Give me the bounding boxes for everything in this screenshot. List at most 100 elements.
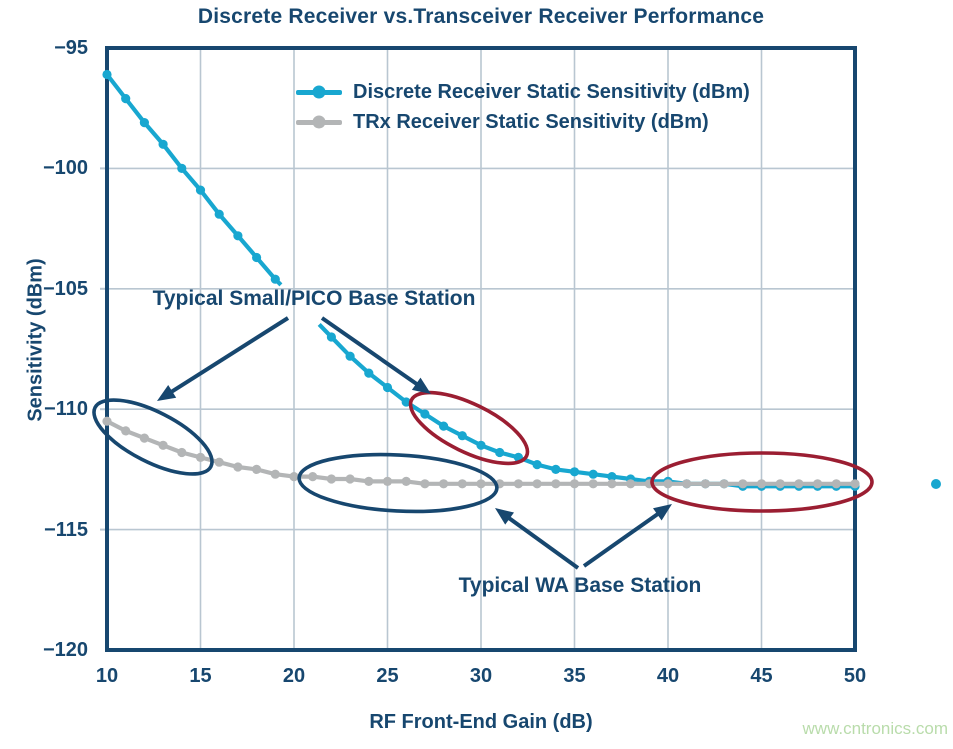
- y-tick-label: −95: [54, 37, 88, 59]
- x-tick-label: 15: [189, 665, 212, 687]
- series-marker-1: [607, 479, 617, 489]
- x-tick-label: 45: [750, 665, 773, 687]
- legend-label-trx: TRx Receiver Static Sensitivity (dBm): [353, 111, 709, 133]
- series-marker-0: [457, 431, 467, 441]
- series-marker-0: [345, 351, 355, 361]
- series-marker-1: [775, 479, 785, 489]
- series-marker-1: [794, 479, 804, 489]
- plot-border: [105, 46, 857, 652]
- annotation-arrow-line-3: [582, 511, 661, 568]
- discrete-series-marker-icon: [296, 85, 342, 99]
- series-marker-1: [214, 457, 224, 467]
- x-tick-label: 20: [282, 665, 306, 687]
- annotation-arrow-line-2: [505, 515, 580, 570]
- series-marker-0: [270, 274, 280, 284]
- annotation-arrowhead-icon-1: [411, 377, 431, 394]
- callout-ellipse-2: [297, 452, 499, 514]
- annotation-arrow-line-0: [168, 316, 290, 395]
- series-line-0: [317, 322, 855, 489]
- series-marker-1: [439, 479, 449, 489]
- x-axis-label: RF Front-End Gain (dB): [369, 711, 593, 733]
- series-marker-1: [195, 452, 206, 462]
- series-marker-0: [401, 397, 411, 407]
- series-marker-0: [607, 472, 617, 482]
- series-marker-0: [158, 139, 168, 149]
- callout-ellipse-1: [408, 390, 530, 466]
- annotation-small-pico-base-station: Typical Small/PICO Base Station: [152, 287, 476, 310]
- x-tick-label: 50: [843, 665, 867, 687]
- series-marker-1: [364, 476, 374, 486]
- legend-label-discrete: Discrete Receiver Static Sensitivity (dB…: [353, 81, 750, 103]
- watermark: www.cntronics.com: [802, 719, 948, 738]
- series-marker-1: [158, 440, 168, 450]
- trx-series-marker-icon: [296, 115, 342, 129]
- series-marker-0: [102, 69, 112, 80]
- chart-title: Discrete Receiver vs.Transceiver Receive…: [197, 5, 765, 28]
- series-marker-0: [233, 231, 243, 241]
- series-marker-1: [756, 479, 767, 489]
- series-marker-1: [326, 474, 336, 484]
- series-marker-0: [364, 368, 374, 378]
- y-tick-label: −110: [44, 398, 88, 421]
- callout-ellipse-0: [92, 398, 214, 476]
- annotation-arrowhead-icon-3: [653, 504, 672, 521]
- x-tick-label: 10: [95, 665, 119, 687]
- series-marker-0: [326, 332, 336, 342]
- series-marker-0: [139, 118, 149, 128]
- series-marker-0: [420, 409, 430, 419]
- series-marker-0: [551, 464, 561, 474]
- legend-item-trx: TRx Receiver Static Sensitivity (dBm): [296, 107, 750, 137]
- series-marker-1: [289, 472, 299, 482]
- series-marker-1: [663, 479, 673, 489]
- series-marker-1: [252, 464, 262, 474]
- x-tick-label: 40: [656, 665, 680, 687]
- series-marker-1: [850, 479, 860, 489]
- series-marker-0: [121, 94, 131, 104]
- series-marker-0: [177, 163, 187, 173]
- series-marker-1: [588, 479, 598, 489]
- series-marker-1: [233, 462, 243, 472]
- series-marker-0: [439, 421, 449, 431]
- series-marker-1: [401, 476, 411, 486]
- series-marker-1: [682, 479, 692, 489]
- series-marker-0: [382, 382, 393, 393]
- x-tick-label: 25: [376, 665, 399, 687]
- legend-item-discrete: Discrete Receiver Static Sensitivity (dB…: [296, 77, 750, 107]
- series-marker-0: [252, 252, 262, 263]
- x-tick-label: 30: [469, 665, 493, 687]
- series-marker-1: [831, 479, 841, 489]
- series-marker-0: [495, 447, 505, 458]
- series-marker-0: [195, 185, 206, 195]
- annotation-arrow-line-1: [320, 316, 420, 388]
- series-marker-0: [569, 467, 580, 477]
- y-tick-label: −100: [42, 157, 88, 180]
- series-marker-1: [121, 426, 131, 436]
- stray-data-dot: [931, 479, 941, 489]
- series-marker-1: [569, 479, 580, 489]
- series-marker-1: [532, 479, 542, 489]
- series-marker-1: [738, 479, 748, 489]
- series-marker-1: [513, 479, 524, 489]
- annotation-arrowhead-icon-0: [157, 385, 177, 401]
- series-marker-1: [308, 472, 318, 482]
- series-marker-1: [700, 479, 711, 489]
- series-marker-0: [588, 469, 598, 479]
- series-marker-1: [139, 433, 149, 443]
- series-marker-1: [476, 479, 486, 489]
- series-marker-1: [813, 479, 823, 489]
- series-marker-1: [345, 474, 355, 484]
- series-marker-1: [626, 479, 636, 489]
- series-marker-1: [719, 479, 729, 489]
- y-tick-label: −115: [44, 518, 88, 541]
- y-tick-label: −120: [42, 639, 88, 661]
- series-marker-1: [102, 416, 112, 426]
- legend: Discrete Receiver Static Sensitivity (dB…: [296, 77, 750, 137]
- series-marker-1: [382, 476, 393, 486]
- series-marker-1: [177, 447, 187, 458]
- x-tick-label: 35: [563, 665, 586, 687]
- series-marker-1: [551, 479, 561, 489]
- annotation-wa-base-station: Typical WA Base Station: [458, 574, 702, 597]
- y-tick-label: −105: [42, 277, 88, 300]
